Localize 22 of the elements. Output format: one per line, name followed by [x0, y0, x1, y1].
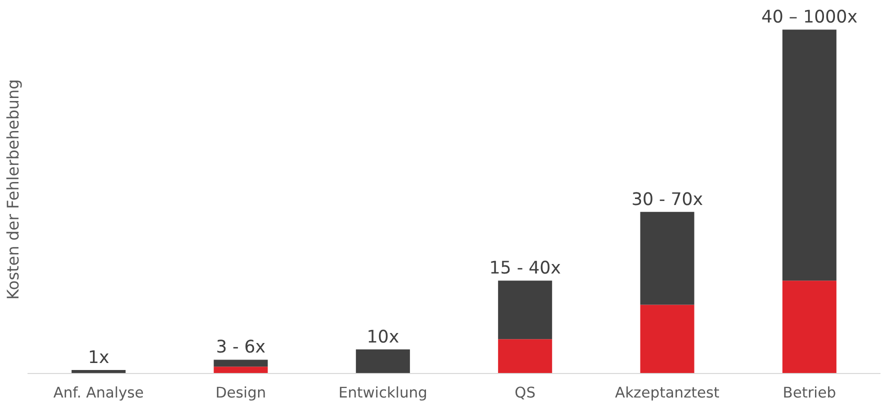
bar	[640, 212, 694, 305]
annotation: 10x	[366, 327, 400, 348]
x-tick-label: Design	[215, 384, 266, 402]
bar	[356, 349, 410, 374]
annotation: 15 - 40x	[489, 258, 561, 279]
x-tick-label: Akzeptanztest	[615, 384, 720, 402]
annotation: 30 - 70x	[631, 190, 704, 210]
annotation: 1x	[88, 348, 110, 368]
x-tick-label: Betrieb	[782, 384, 836, 402]
annotation: 40 – 1000x	[761, 8, 858, 28]
bar	[782, 280, 836, 374]
x-tick-label: Entwicklung	[338, 384, 428, 402]
x-tick-label: Anf. Analyse	[53, 384, 144, 402]
bar	[498, 339, 552, 374]
bar	[782, 30, 836, 281]
bar	[640, 304, 694, 374]
bar	[214, 366, 268, 374]
x-tick-label: QS	[514, 384, 536, 402]
bar	[214, 360, 268, 367]
annotation: 3 - 6x	[216, 338, 266, 358]
y-axis-title: Kosten der Fehlerbehebung	[4, 79, 22, 300]
bar	[498, 280, 552, 340]
